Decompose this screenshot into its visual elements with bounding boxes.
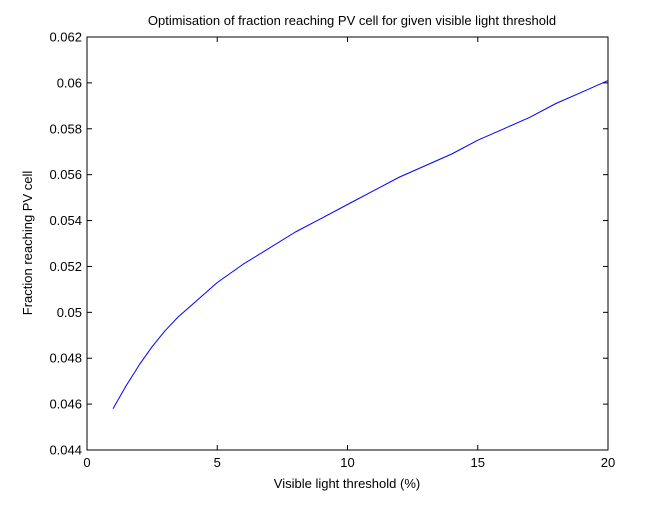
x-tick-labels: 0 5 10 15 20 [83, 455, 615, 470]
y-axis-label: Fraction reaching PV cell [20, 171, 35, 316]
y-tick-label: 0.05 [57, 305, 82, 320]
y-tick-label: 0.06 [57, 75, 82, 90]
x-tick-label: 10 [340, 455, 354, 470]
y-tick-label: 0.062 [49, 30, 82, 45]
x-tick-label: 5 [214, 455, 221, 470]
y-tick-label: 0.044 [49, 443, 82, 458]
y-tick-label: 0.056 [49, 167, 82, 182]
x-tick-label: 0 [83, 455, 90, 470]
chart-title: Optimisation of fraction reaching PV cel… [148, 13, 556, 28]
y-tick-label: 0.046 [49, 397, 82, 412]
y-tick-label: 0.058 [49, 121, 82, 136]
plot-area [86, 36, 609, 451]
series-line [112, 80, 609, 409]
x-axis-label: Visible light threshold (%) [274, 476, 420, 491]
x-tick-label: 15 [471, 455, 485, 470]
y-tick-labels: 0.044 0.046 0.048 0.05 0.052 0.054 0.056 0.058 0… [49, 30, 82, 458]
y-tick-label: 0.052 [49, 259, 82, 274]
series-layer [112, 80, 609, 409]
y-tick-label: 0.048 [49, 351, 82, 366]
axis-ticks [86, 36, 609, 451]
x-tick-label: 20 [601, 455, 615, 470]
y-tick-label: 0.054 [49, 213, 82, 228]
